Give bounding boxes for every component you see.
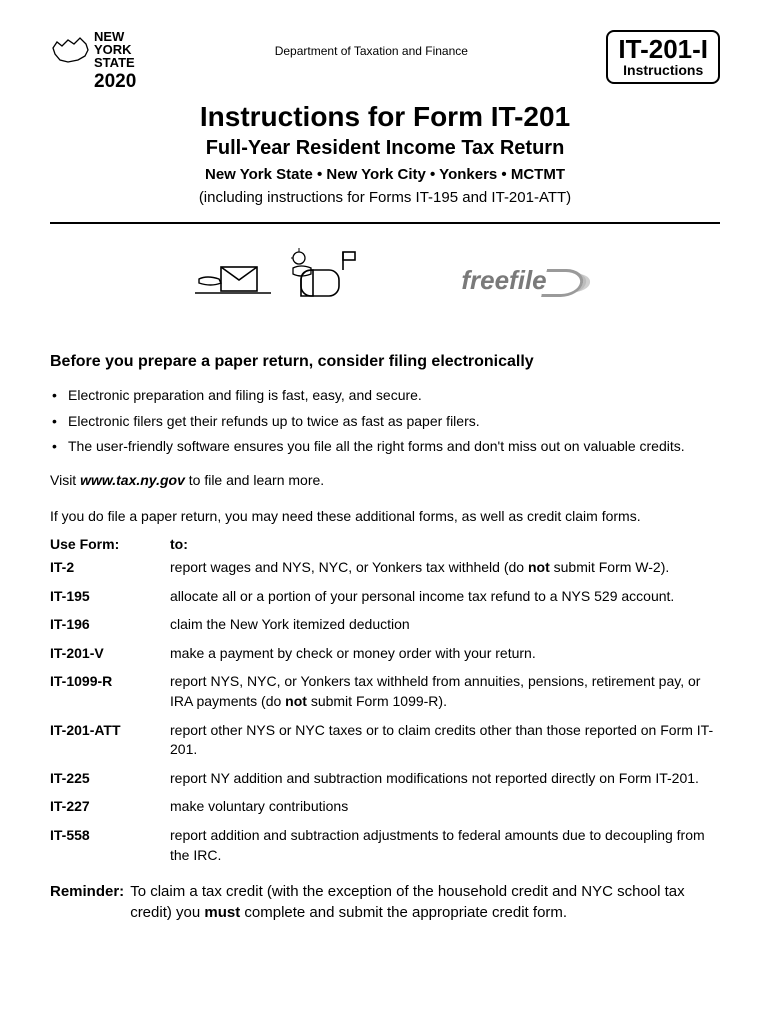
form-description: make voluntary contributions	[170, 797, 720, 817]
visit-prefix: Visit	[50, 472, 80, 488]
reminder-bold: must	[204, 904, 240, 921]
title-main: Instructions for Form IT-201	[50, 101, 720, 133]
table-row: IT-201-Vmake a payment by check or money…	[50, 644, 720, 664]
form-description: allocate all or a portion of your person…	[170, 587, 720, 607]
section-heading: Before you prepare a paper return, consi…	[50, 353, 720, 371]
reminder-body: To claim a tax credit (with the exceptio…	[130, 881, 720, 923]
nys-logo: NEW YORK STATE 2020	[50, 30, 136, 93]
form-description: make a payment by check or money order w…	[170, 644, 720, 664]
table-row: IT-225report NY addition and subtraction…	[50, 769, 720, 789]
visit-line: Visit www.tax.ny.gov to file and learn m…	[50, 472, 720, 488]
nys-logo-text: NEW YORK STATE 2020	[94, 30, 136, 93]
header-use-form: Use Form:	[50, 536, 170, 552]
visit-suffix: to file and learn more.	[185, 472, 324, 488]
table-row: IT-227make voluntary contributions	[50, 797, 720, 817]
title-sub: Full-Year Resident Income Tax Return	[50, 137, 720, 160]
header-to: to:	[170, 536, 720, 552]
forms-table-header: Use Form: to:	[50, 536, 720, 552]
form-description: report wages and NYS, NYC, or Yonkers ta…	[170, 558, 720, 578]
nys-state-icon	[50, 30, 90, 70]
table-row: IT-196claim the New York itemized deduct…	[50, 615, 720, 635]
forms-table: Use Form: to: IT-2report wages and NYS, …	[50, 536, 720, 865]
reminder-block: Reminder: To claim a tax credit (with th…	[50, 881, 720, 923]
department-name: Department of Taxation and Finance	[136, 30, 606, 58]
form-code: IT-195	[50, 587, 170, 607]
table-row: IT-201-ATTreport other NYS or NYC taxes …	[50, 721, 720, 760]
bullet-item: Electronic filers get their refunds up t…	[50, 411, 720, 433]
title-jurisdictions: New York State • New York City • Yonkers…	[50, 166, 720, 183]
paper-return-line: If you do file a paper return, you may n…	[50, 508, 720, 524]
form-code: IT-227	[50, 797, 170, 817]
reminder-label: Reminder:	[50, 881, 124, 923]
hand-envelope-icon	[193, 253, 273, 308]
bullet-item: Electronic preparation and filing is fas…	[50, 385, 720, 407]
form-description: report other NYS or NYC taxes or to clai…	[170, 721, 720, 760]
form-badge: IT-201-I Instructions	[606, 30, 720, 84]
title-block: Instructions for Form IT-201 Full-Year R…	[50, 101, 720, 206]
form-code: IT-196	[50, 615, 170, 635]
mailbox-icon	[291, 248, 361, 313]
table-row: IT-1099-Rreport NYS, NYC, or Yonkers tax…	[50, 672, 720, 711]
form-code: IT-2	[50, 558, 170, 578]
table-row: IT-558report addition and subtraction ad…	[50, 826, 720, 865]
mail-icons-group	[193, 248, 361, 313]
bullet-list: Electronic preparation and filing is fas…	[50, 385, 720, 458]
reminder-after: complete and submit the appropriate cred…	[240, 904, 567, 921]
header-row: NEW YORK STATE 2020 Department of Taxati…	[50, 30, 720, 93]
form-label: Instructions	[618, 62, 708, 78]
form-code: IT-1099-R	[50, 672, 170, 711]
form-description: report NYS, NYC, or Yonkers tax withheld…	[170, 672, 720, 711]
freefile-logo: freefile	[461, 265, 576, 296]
form-code: IT-201-I	[618, 36, 708, 62]
visit-link[interactable]: www.tax.ny.gov	[80, 472, 185, 488]
table-row: IT-2report wages and NYS, NYC, or Yonker…	[50, 558, 720, 578]
form-code: IT-201-V	[50, 644, 170, 664]
form-description: report addition and subtraction adjustme…	[170, 826, 720, 865]
icons-row: freefile	[50, 248, 720, 313]
form-description: claim the New York itemized deduction	[170, 615, 720, 635]
logo-line: STATE	[94, 56, 136, 69]
logo-year: 2020	[94, 71, 136, 93]
title-including: (including instructions for Forms IT-195…	[50, 189, 720, 206]
form-code: IT-225	[50, 769, 170, 789]
form-code: IT-201-ATT	[50, 721, 170, 760]
divider	[50, 222, 720, 224]
form-description: report NY addition and subtraction modif…	[170, 769, 720, 789]
bullet-item: The user-friendly software ensures you f…	[50, 436, 720, 458]
table-row: IT-195allocate all or a portion of your …	[50, 587, 720, 607]
form-code: IT-558	[50, 826, 170, 865]
